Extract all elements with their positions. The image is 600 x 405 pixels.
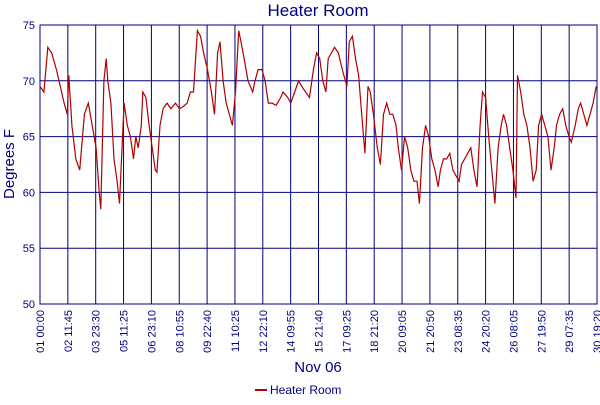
y-tick-label: 65 — [23, 132, 35, 144]
x-tick-label: 18 21:20 — [369, 310, 381, 353]
x-tick-label: 02 11:45 — [63, 310, 75, 352]
x-tick-label: 21 20:50 — [425, 310, 437, 353]
x-tick-label: 01 00:00 — [35, 310, 47, 353]
x-tick-label: 27 19:50 — [536, 310, 548, 353]
y-tick-label: 75 — [23, 20, 35, 32]
x-tick-label: 03 23:30 — [91, 310, 103, 353]
x-tick-label: 29 07:35 — [564, 310, 576, 353]
x-tick-label: 24 20:20 — [481, 310, 493, 353]
x-tick-label: 11 10:25 — [230, 310, 242, 352]
chart-title: Heater Room — [267, 1, 368, 20]
x-tick-label: 15 21:40 — [314, 310, 326, 353]
x-axis-label: Nov 06 — [294, 359, 342, 376]
y-axis-label: Degrees F — [1, 129, 18, 199]
x-tick-label: 23 08:35 — [453, 310, 465, 353]
x-tick-label: 12 22:10 — [258, 310, 270, 353]
legend-label: Heater Room — [270, 383, 341, 397]
x-tick-label: 14 09:55 — [286, 310, 298, 353]
x-tick-label: 06 23:10 — [146, 310, 158, 353]
x-tick-label: 26 08:05 — [508, 310, 520, 353]
y-tick-label: 60 — [23, 187, 35, 199]
x-tick-label: 09 22:40 — [202, 310, 214, 353]
x-tick-label: 20 09:05 — [397, 310, 409, 353]
x-tick-label: 17 09:25 — [341, 310, 353, 353]
y-tick-label: 55 — [23, 243, 35, 255]
y-tick-label: 50 — [23, 299, 35, 311]
x-tick-label: 08 10:55 — [174, 310, 186, 353]
x-tick-label: 05 11:25 — [119, 310, 131, 352]
x-tick-label: 30 19:20 — [592, 310, 600, 353]
y-tick-label: 70 — [23, 76, 35, 88]
data-line — [39, 28, 597, 210]
